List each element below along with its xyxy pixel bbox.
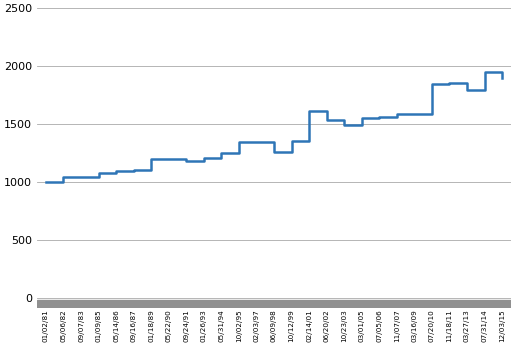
Bar <box>37 300 511 308</box>
